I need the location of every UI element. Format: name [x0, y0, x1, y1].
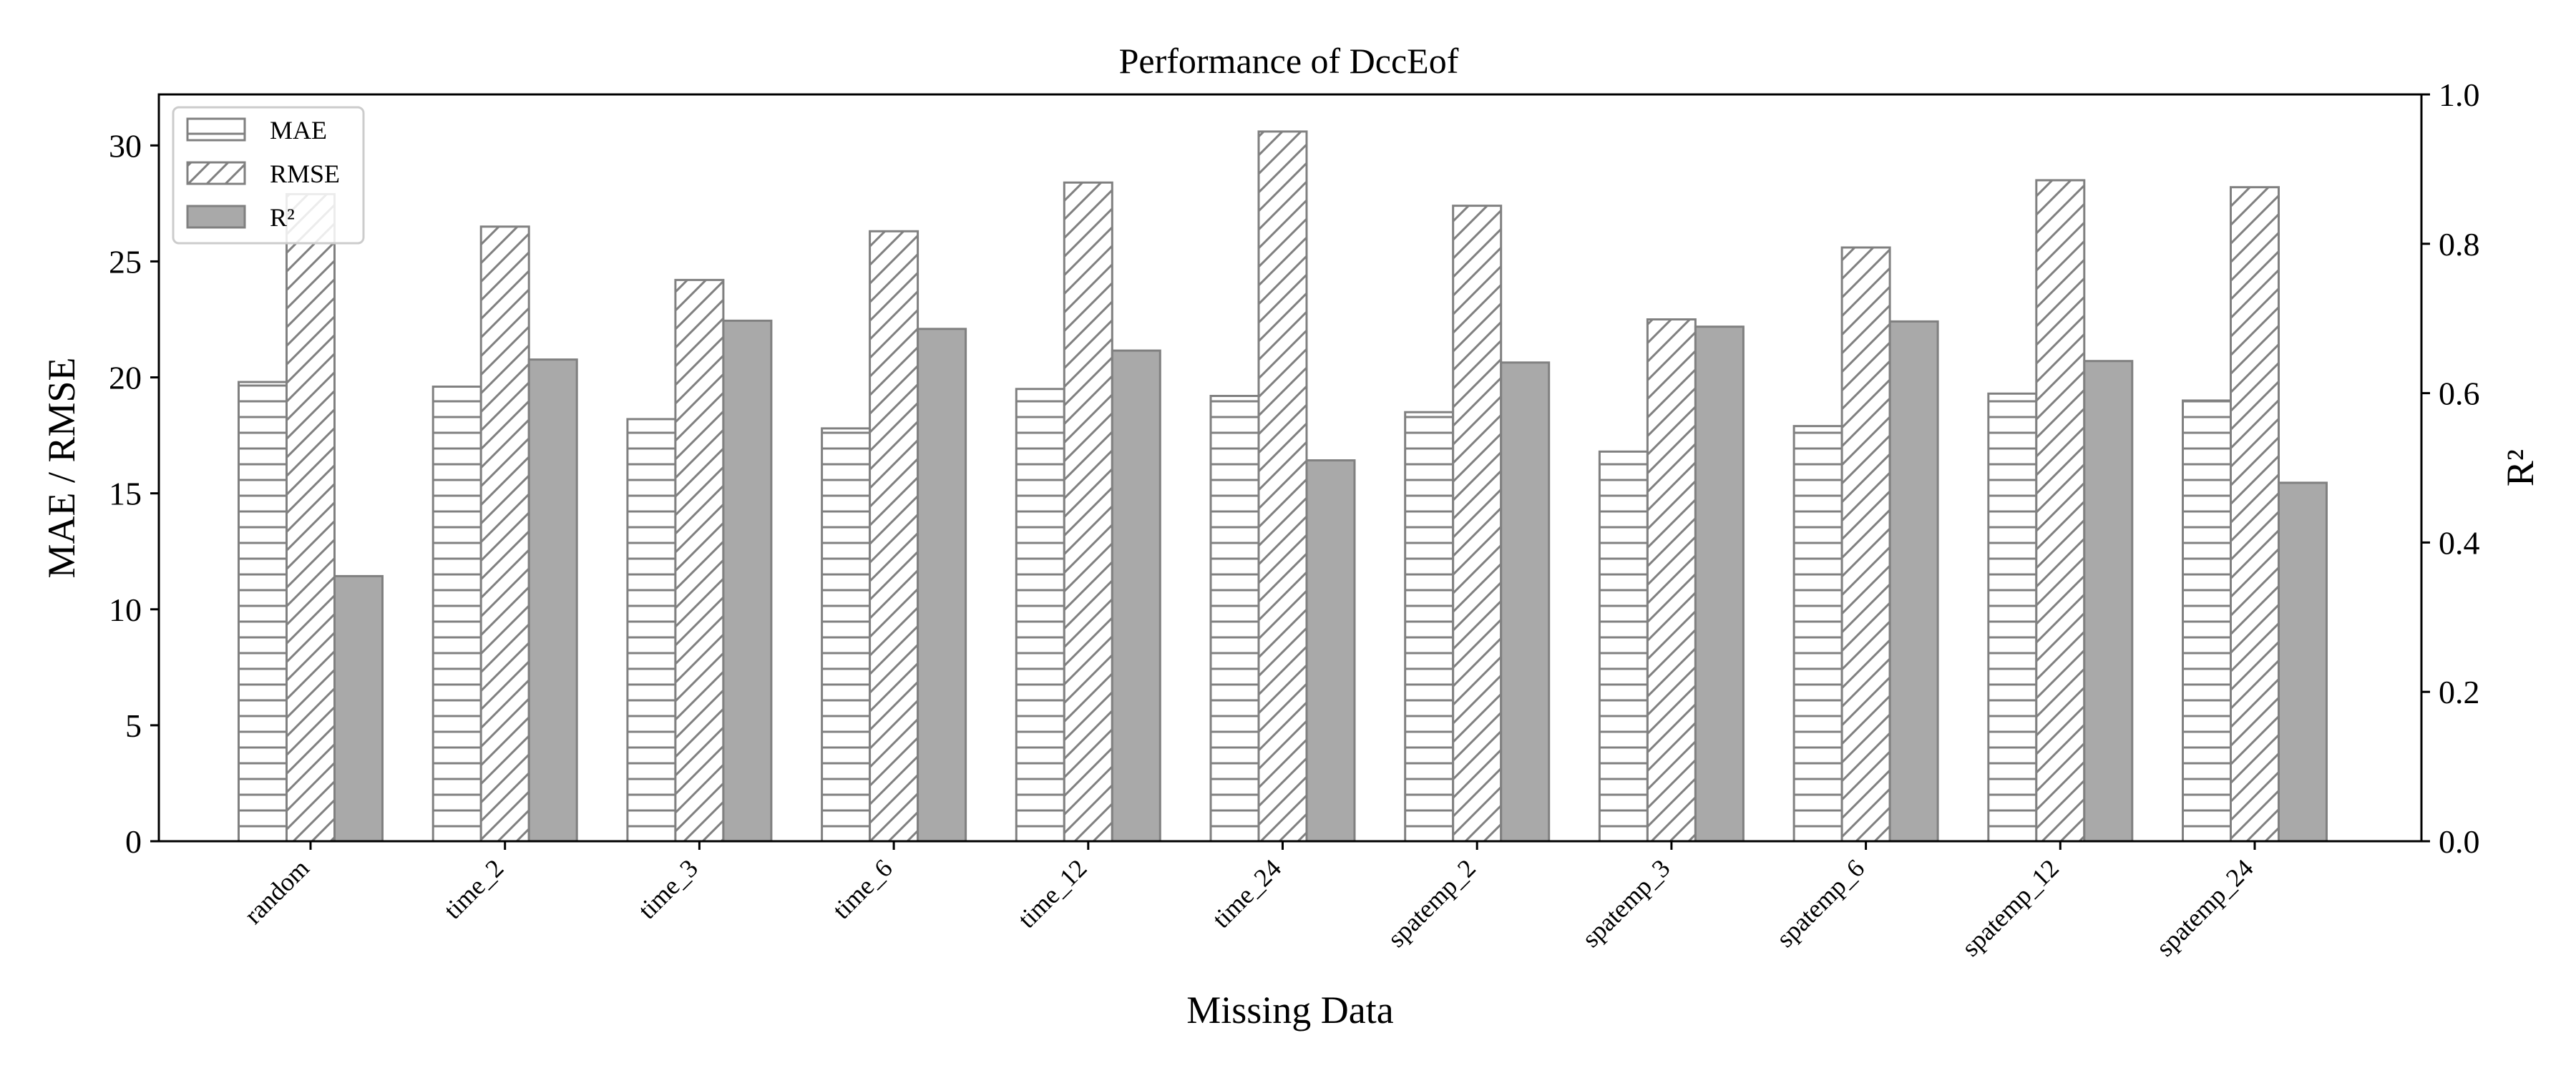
bar-r-spatemp_6 — [1888, 320, 1939, 843]
x-axis-label: Missing Data — [1186, 989, 1394, 1032]
bar-rmse-time_24 — [1257, 130, 1308, 843]
y-tick-label-0: 0 — [125, 823, 142, 860]
bar-mae-spatemp_2 — [1404, 411, 1455, 843]
legend: MAE RMSE R² — [172, 106, 365, 245]
legend-label-rmse: RMSE — [270, 160, 340, 188]
y-axis-ticks: 0 5 10 15 20 25 30 — [109, 127, 159, 860]
y-tick-label-15: 15 — [109, 476, 142, 512]
x-axis-ticks: random time_2 time_3 time_6 time_12 time_24 sp… — [239, 841, 2259, 962]
bar-mae-spatemp_12 — [1987, 392, 2038, 843]
bar-rmse-spatemp_12 — [2035, 179, 2086, 843]
bar-mae-spatemp_6 — [1792, 425, 1843, 843]
y-tick-label-5: 5 — [125, 707, 142, 744]
x-tick-label-time_12: time_12 — [1013, 853, 1093, 934]
bar-r-spatemp_2 — [1500, 361, 1551, 843]
bar-rmse-time_6 — [869, 230, 919, 843]
x-tick-label-spatemp_6: spatemp_6 — [1771, 853, 1870, 953]
y2-tick-label-0.8: 0.8 — [2439, 226, 2480, 263]
bar-r-random — [333, 574, 384, 843]
legend-label-r2: R² — [270, 203, 295, 232]
chart-title: Performance of DccEof — [1119, 41, 1459, 81]
bar-mae-time_12 — [1015, 388, 1065, 843]
x-tick-label-spatemp_2: spatemp_2 — [1382, 853, 1481, 953]
bar-mae-spatemp_24 — [2182, 399, 2232, 843]
y-tick-label-30: 30 — [109, 127, 142, 164]
bar-r-time_12 — [1111, 349, 1161, 843]
bar-rmse-spatemp_24 — [2230, 186, 2280, 843]
y2-tick-label-0.0: 0.0 — [2439, 823, 2480, 860]
bar-mae-spatemp_3 — [1598, 450, 1649, 843]
bar-rmse-spatemp_3 — [1646, 318, 1697, 843]
x-tick-label-spatemp_12: spatemp_12 — [1956, 853, 2064, 961]
legend-swatch-rmse — [186, 161, 246, 185]
bar-r-time_2 — [527, 358, 578, 843]
bar-r-time_3 — [722, 319, 773, 843]
bar-rmse-time_12 — [1063, 181, 1113, 843]
legend-swatch-r2 — [186, 205, 246, 229]
bar-rmse-time_3 — [674, 278, 725, 843]
x-tick-label-time_3: time_3 — [633, 853, 703, 924]
x-tick-label-time_6: time_6 — [827, 853, 898, 924]
bar-rmse-random — [286, 192, 336, 843]
bar-r-spatemp_3 — [1694, 325, 1745, 843]
y2-tick-label-0.2: 0.2 — [2439, 674, 2480, 710]
bar-rmse-spatemp_2 — [1452, 205, 1503, 843]
bar-r-time_24 — [1305, 459, 1356, 843]
y-tick-label-25: 25 — [109, 243, 142, 280]
bar-r-spatemp_24 — [2278, 481, 2328, 843]
x-tick-label-spatemp_3: spatemp_3 — [1576, 853, 1676, 953]
y2-axis-ticks: 0.0 0.2 0.4 0.6 0.8 1.0 — [2421, 77, 2480, 860]
x-tick-label-time_24: time_24 — [1206, 853, 1287, 934]
bar-rmse-time_2 — [479, 225, 530, 843]
bar-rmse-spatemp_6 — [1840, 246, 1891, 843]
y-tick-label-20: 20 — [109, 360, 142, 396]
plot-frame — [157, 93, 2423, 843]
x-tick-label-random: random — [239, 853, 315, 929]
y2-tick-label-0.4: 0.4 — [2439, 524, 2480, 561]
legend-swatch-mae — [186, 117, 246, 142]
legend-label-mae: MAE — [270, 116, 327, 144]
bar-mae-time_6 — [821, 427, 872, 843]
y2-tick-label-1.0: 1.0 — [2439, 77, 2480, 113]
y-axis-label: MAE / RMSE — [40, 357, 83, 578]
bar-r-spatemp_12 — [2083, 360, 2134, 843]
bars-layer — [238, 130, 2328, 843]
y2-axis-label: R² — [2499, 449, 2542, 486]
bar-r-time_6 — [917, 328, 967, 843]
y-tick-label-10: 10 — [109, 592, 142, 628]
y2-tick-label-0.6: 0.6 — [2439, 376, 2480, 412]
x-tick-label-spatemp_24: spatemp_24 — [2150, 853, 2258, 961]
bar-mae-time_24 — [1209, 394, 1260, 843]
x-tick-label-time_2: time_2 — [438, 853, 509, 924]
bar-mae-random — [238, 381, 288, 843]
bar-mae-time_2 — [431, 386, 482, 843]
bar-mae-time_3 — [626, 418, 677, 843]
